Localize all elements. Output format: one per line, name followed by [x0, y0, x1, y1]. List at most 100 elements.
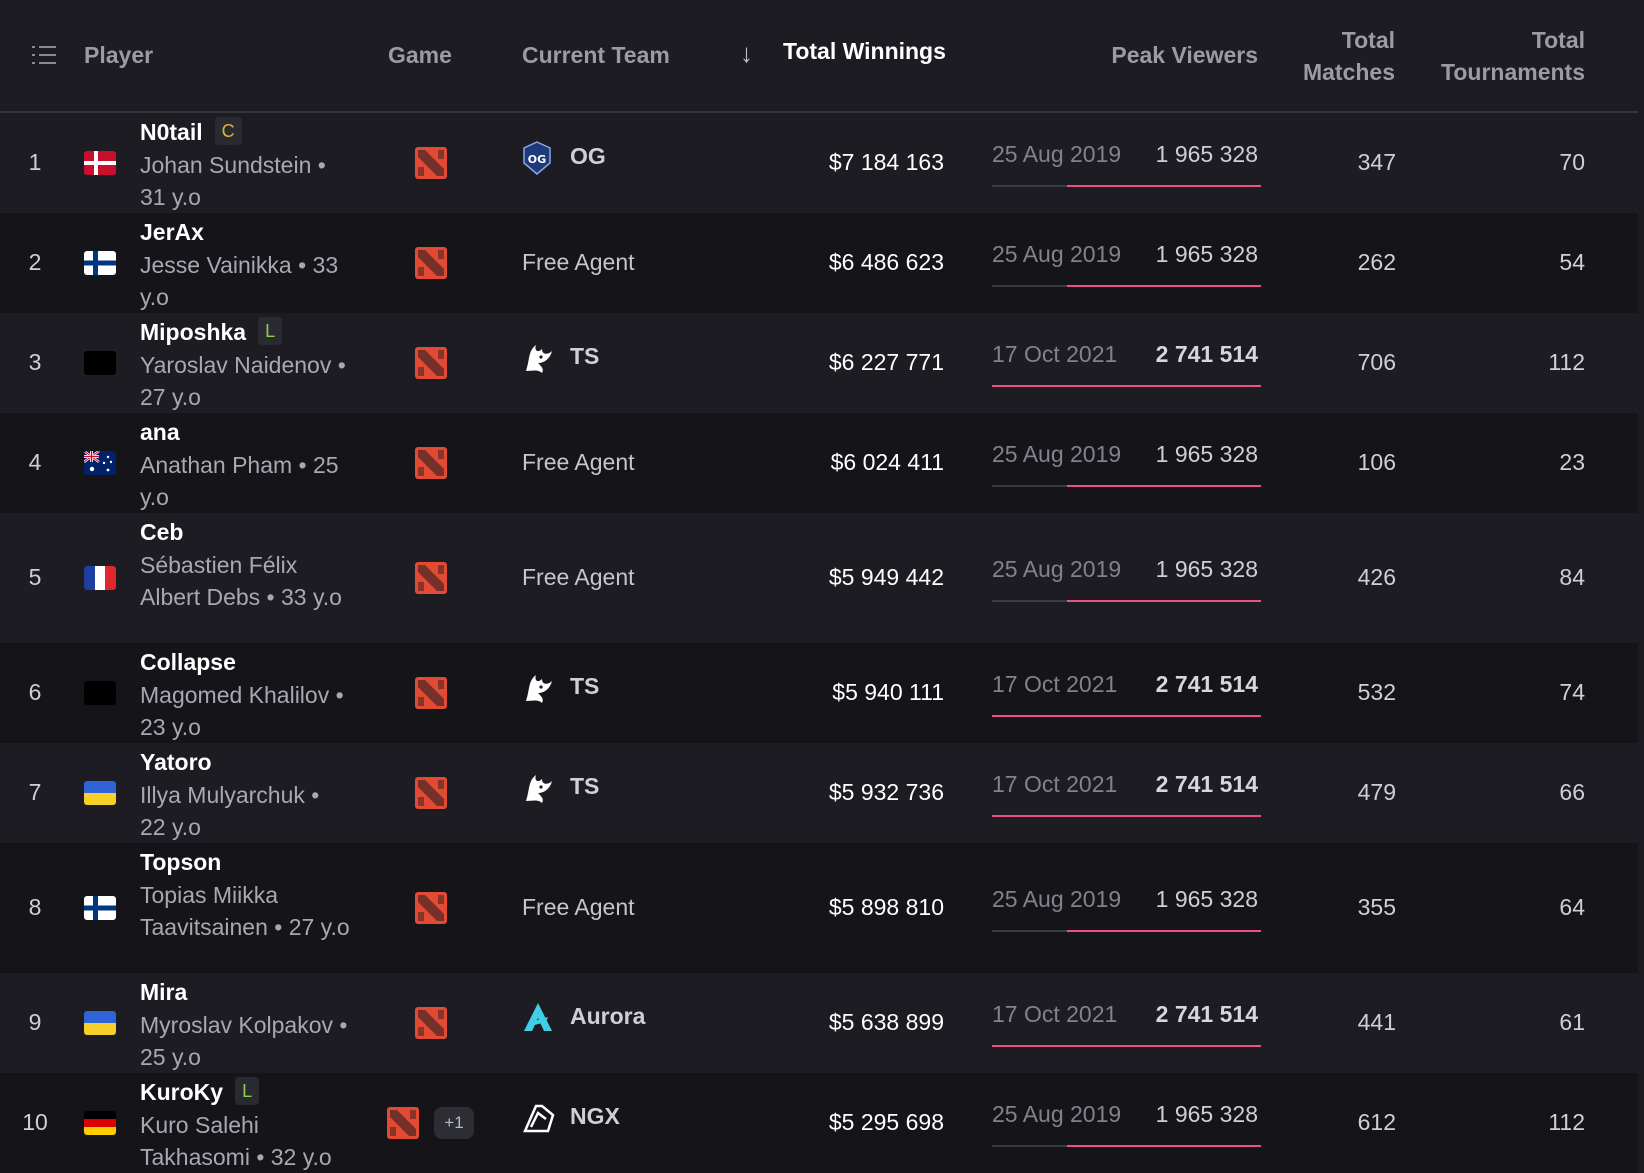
total-matches: 479	[1357, 779, 1396, 805]
peak-viewers-bar	[992, 600, 1261, 602]
column-settings-icon[interactable]	[32, 44, 56, 68]
role-badge: C	[214, 117, 242, 145]
total-winnings: $5 898 810	[828, 894, 944, 920]
flag-none-icon	[84, 681, 116, 705]
player-realname-age: Myroslav Kolpakov • 25 y.o	[140, 1012, 348, 1070]
team-spirit-logo-icon	[522, 341, 554, 375]
table-row[interactable]: 5 Ceb Sébastien Félix Albert Debs • 33 y.o…	[0, 513, 1638, 643]
rank: 10	[22, 1109, 48, 1135]
dota2-icon[interactable]	[414, 446, 448, 480]
player-name[interactable]: Mira	[140, 977, 187, 1007]
rank: 6	[28, 679, 42, 705]
table-row[interactable]: 8 Topson Topias Miikka Taavitsainen • 27 y…	[0, 843, 1638, 973]
player-name[interactable]: JerAx	[140, 217, 204, 247]
dota2-icon[interactable]	[414, 676, 448, 710]
player-name[interactable]: Ceb	[140, 517, 183, 547]
peak-date: 25 Aug 2019	[992, 1101, 1122, 1127]
flag-france-icon	[84, 566, 116, 590]
peak-viewers-bar-fill	[1067, 1145, 1261, 1147]
table-row[interactable]: 4 ana Anathan Pham • 25 y.o Free Agent $6 02…	[0, 413, 1638, 513]
peak-viewers-bar	[992, 930, 1261, 932]
sort-desc-icon[interactable]: ↓	[740, 38, 753, 68]
player-nickname[interactable]: KuroKy	[140, 1079, 224, 1105]
team-name[interactable]: TS	[570, 343, 600, 369]
player-nickname[interactable]: Collapse	[140, 649, 236, 675]
dota2-icon[interactable]	[414, 246, 448, 280]
team-name[interactable]: OG	[570, 143, 606, 169]
header-total-matches[interactable]: Total Matches	[1303, 24, 1395, 88]
team-name[interactable]: TS	[570, 673, 600, 699]
total-matches: 106	[1357, 449, 1396, 475]
peak-viewers-bar-fill	[992, 385, 1261, 387]
player-nickname[interactable]: Miposhka	[140, 319, 247, 345]
player-nickname[interactable]: Yatoro	[140, 749, 212, 775]
player-nickname[interactable]: N0tail	[140, 119, 203, 145]
team-name[interactable]: TS	[570, 773, 600, 799]
table-row[interactable]: 10 KuroKy L Kuro Salehi Takhasomi • 32 y.o +…	[0, 1073, 1638, 1173]
player-nickname[interactable]: Ceb	[140, 519, 184, 545]
peak-viewers-value: 1 965 328	[1155, 241, 1258, 267]
player-nickname[interactable]: JerAx	[140, 219, 204, 245]
table-row[interactable]: 3 Miposhka L Yaroslav Naidenov • 27 y.o TS $6…	[0, 313, 1638, 413]
team-name[interactable]: NGX	[570, 1103, 620, 1129]
team-spirit-logo-icon	[522, 671, 554, 705]
header-total-matches-line2: Matches	[1302, 59, 1395, 85]
peak-date: 17 Oct 2021	[992, 671, 1118, 697]
total-winnings: $5 295 698	[828, 1109, 944, 1135]
table-row[interactable]: 2 JerAx Jesse Vainikka • 33 y.o Free Agent $…	[0, 213, 1638, 313]
rank: 3	[28, 349, 42, 375]
rank: 4	[28, 449, 42, 475]
peak-viewers-bar-fill	[1067, 930, 1261, 932]
table-row[interactable]: 6 Collapse Magomed Khalilov • 23 y.o TS $5 9…	[0, 643, 1638, 743]
dota2-icon[interactable]	[414, 891, 448, 925]
player-name[interactable]: ana	[140, 417, 180, 447]
header-game[interactable]: Game	[388, 42, 452, 68]
svg-text:OG: OG	[528, 153, 546, 166]
table-row[interactable]: 1 N0tail C Johan Sundstein • 31 y.o OG OG $7 1…	[0, 113, 1638, 213]
player-name[interactable]: Topson	[140, 847, 221, 877]
total-winnings: $6 024 411	[830, 449, 944, 475]
player-nickname[interactable]: Mira	[140, 979, 188, 1005]
player-name[interactable]: Miposhka L	[140, 317, 283, 347]
peak-viewers-value: 2 741 514	[1155, 341, 1258, 367]
player-realname-age: Johan Sundstein • 31 y.o	[140, 152, 326, 210]
peak-viewers-bar	[992, 285, 1261, 287]
total-winnings: $5 949 442	[828, 564, 944, 590]
dota2-icon[interactable]	[414, 346, 448, 380]
table-row[interactable]: 7 Yatoro Illya Mulyarchuk • 22 y.o TS $5 932…	[0, 743, 1638, 843]
more-games-badge[interactable]: +1	[434, 1107, 474, 1139]
flag-australia-icon	[84, 451, 116, 475]
player-nickname[interactable]: Topson	[140, 849, 222, 875]
team-name[interactable]: Aurora	[570, 1003, 646, 1029]
player-nickname[interactable]: ana	[140, 419, 180, 445]
player-name[interactable]: Yatoro	[140, 747, 212, 777]
peak-viewers-bar	[992, 185, 1261, 187]
peak-viewers-value: 2 741 514	[1155, 1001, 1258, 1027]
total-tournaments: 66	[1559, 779, 1585, 805]
player-name[interactable]: Collapse	[140, 647, 236, 677]
total-matches: 612	[1357, 1109, 1396, 1135]
rank: 5	[28, 564, 42, 590]
total-tournaments: 74	[1559, 679, 1585, 705]
dota2-icon[interactable]	[414, 776, 448, 810]
role-badge: L	[235, 1077, 260, 1105]
total-winnings: $6 486 623	[828, 249, 944, 275]
dota2-icon[interactable]	[386, 1106, 420, 1140]
table-header: Player Game Current Team ↓ Total Winning…	[0, 0, 1638, 113]
total-tournaments: 23	[1559, 449, 1585, 475]
header-current-team[interactable]: Current Team	[522, 42, 670, 68]
dota2-icon[interactable]	[414, 1006, 448, 1040]
player-name[interactable]: KuroKy L	[140, 1077, 260, 1107]
header-total-winnings[interactable]: Total Winnings	[783, 38, 946, 64]
header-player[interactable]: Player	[84, 42, 154, 68]
total-matches: 706	[1357, 349, 1396, 375]
total-winnings: $7 184 163	[828, 149, 944, 175]
dota2-icon[interactable]	[414, 146, 448, 180]
dota2-icon[interactable]	[414, 561, 448, 595]
header-peak-viewers[interactable]: Peak Viewers	[1111, 42, 1258, 68]
table-row[interactable]: 9 Mira Myroslav Kolpakov • 25 y.o Aurora $5 …	[0, 973, 1638, 1073]
header-total-tournaments[interactable]: Total Tournaments	[1441, 24, 1585, 88]
peak-date: 25 Aug 2019	[992, 556, 1122, 582]
flag-ukraine-icon	[84, 781, 116, 805]
player-name[interactable]: N0tail C	[140, 117, 242, 147]
